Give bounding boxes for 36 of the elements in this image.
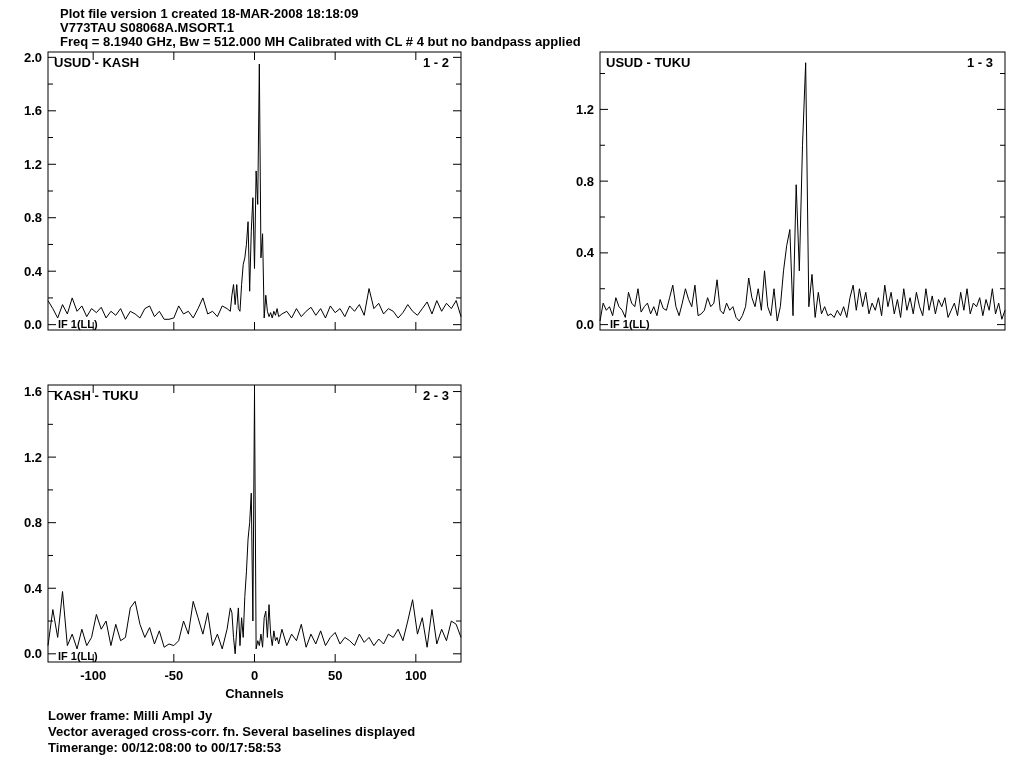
y-tick-label: 1.6 xyxy=(23,384,42,400)
y-tick-label: 0.0 xyxy=(23,646,42,662)
annotation: 2 - 3 xyxy=(422,388,449,403)
annotation: 1 - 3 xyxy=(966,55,993,70)
x-tick-label: 0 xyxy=(250,668,259,683)
x-tick-label: -100 xyxy=(80,668,107,683)
annotation: USUD - TUKU xyxy=(606,55,691,70)
x-tick-label: 50 xyxy=(327,668,343,683)
chart-subtitle: V773TAU S08068A.MSORT.1 xyxy=(60,20,234,35)
annotation: KASH - TUKU xyxy=(54,388,139,403)
annotation: 1 - 2 xyxy=(422,55,449,70)
text: Lower frame: Milli Ampl Jy xyxy=(48,708,213,723)
y-tick-label: 0.0 xyxy=(575,317,594,333)
x-tick-label: -50 xyxy=(164,668,184,683)
y-tick-label: 0.8 xyxy=(575,173,594,189)
y-tick-label: 0.4 xyxy=(23,580,43,596)
y-tick-label: 0.8 xyxy=(23,515,42,531)
annotation: IF 1(LL) xyxy=(58,650,99,662)
y-tick-label: 1.2 xyxy=(23,156,42,172)
text: Timerange: 00/12:08:00 to 00/17:58:53 xyxy=(48,740,282,755)
x-tick-label: 100 xyxy=(404,668,427,683)
y-tick-label: 0.0 xyxy=(23,317,42,333)
y-tick-label: 0.8 xyxy=(23,210,42,226)
text: Freq = 8.1940 GHz, Bw = 512.000 MH Calibrated with CL # 4 but no bandpass applied xyxy=(60,34,581,49)
y-tick-label: 1.2 xyxy=(575,101,594,117)
y-tick-label: 2.0 xyxy=(23,49,42,65)
chart-title: Plot file version 1 created 18-MAR-2008 18:18:09 xyxy=(60,6,359,21)
y-tick-label: 0.4 xyxy=(575,245,595,261)
annotation: IF 1(LL) xyxy=(58,318,99,330)
y-tick-label: 1.6 xyxy=(23,103,42,119)
y-tick-label: 0.4 xyxy=(23,263,43,279)
y-tick-label: 1.2 xyxy=(23,449,42,465)
annotation: IF 1(LL) xyxy=(610,318,651,330)
x-axis-title: Channels xyxy=(225,686,284,701)
text: Vector averaged cross-corr. fn. Several baselines displayed xyxy=(48,724,416,739)
annotation: USUD - KASH xyxy=(54,55,140,70)
